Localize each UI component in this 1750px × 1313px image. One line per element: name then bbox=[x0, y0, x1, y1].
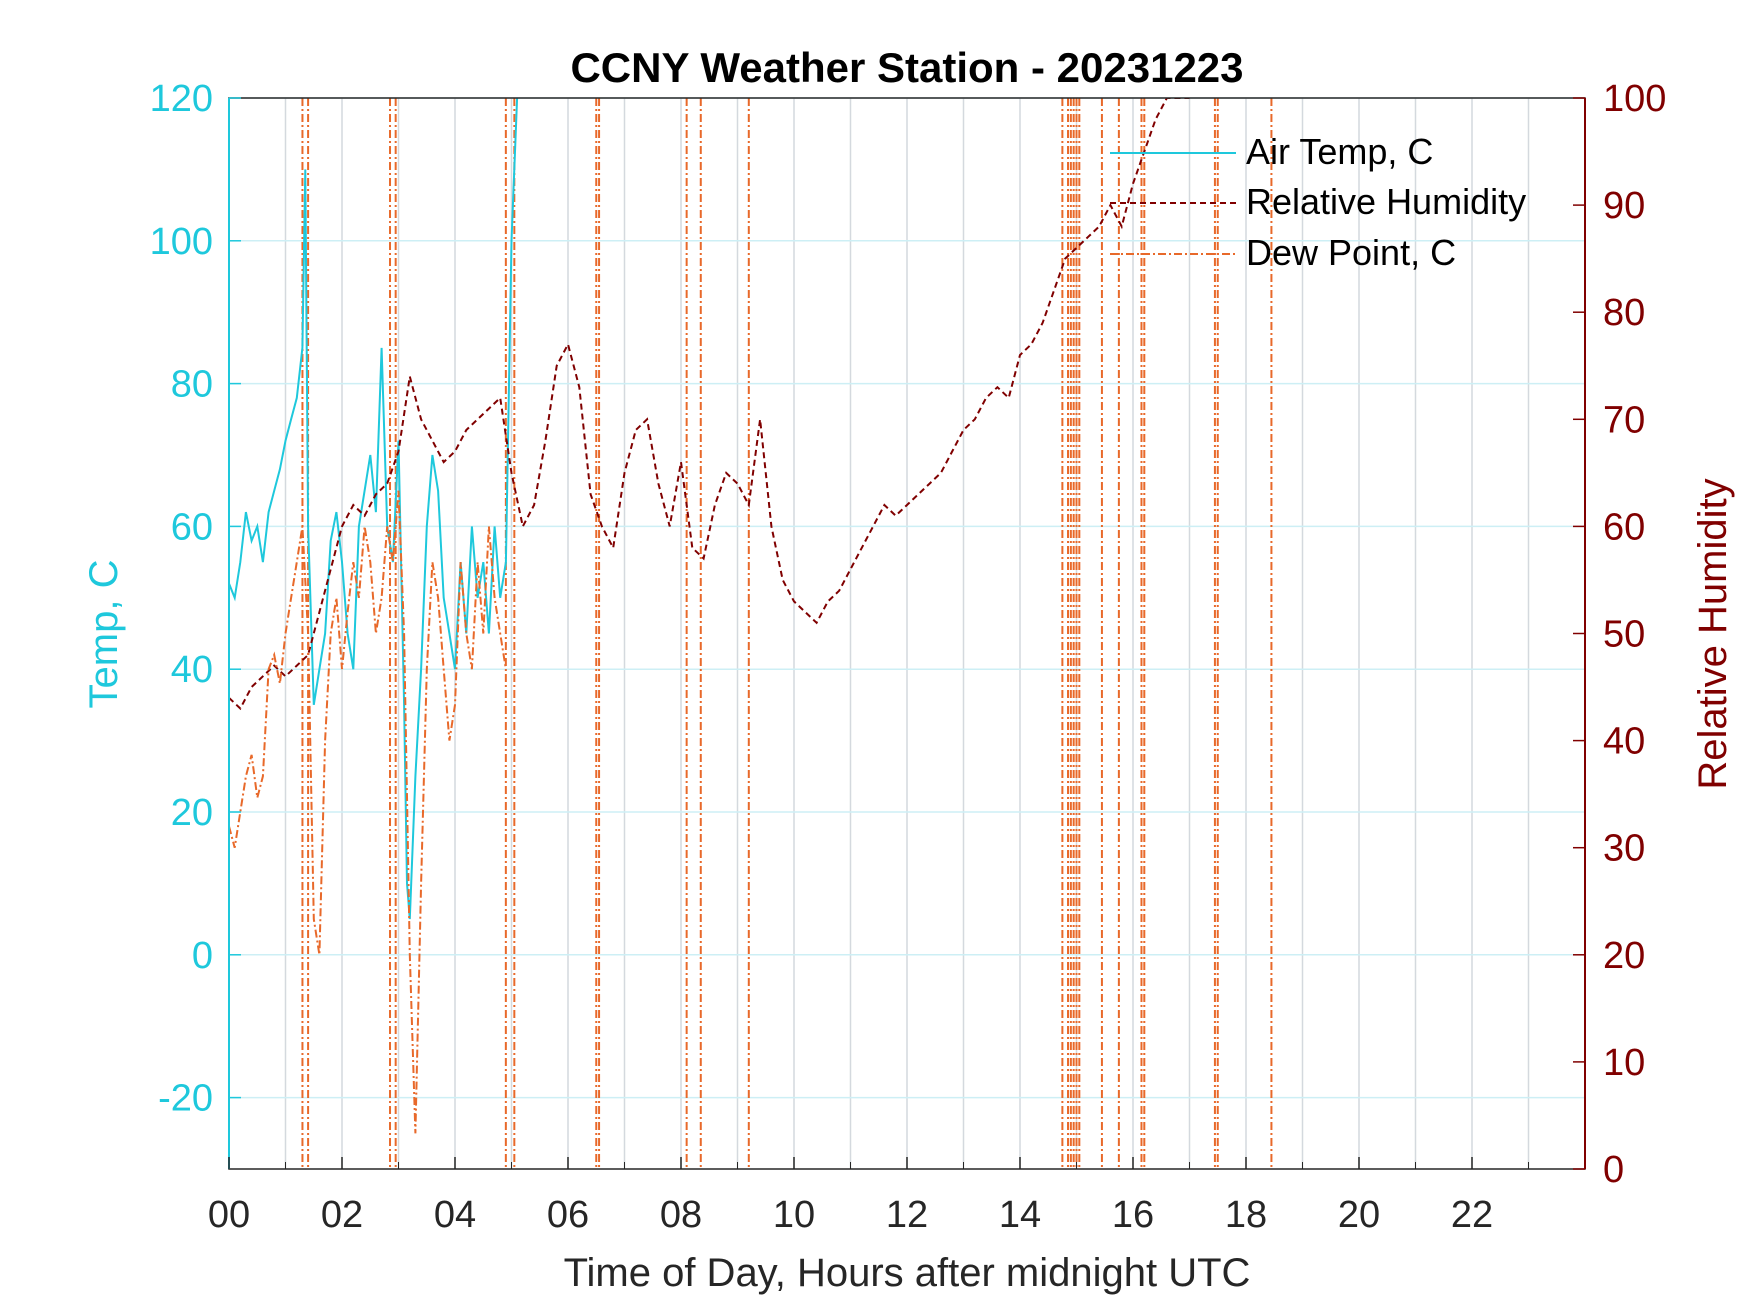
y-left-tick-label: 40 bbox=[171, 649, 213, 691]
y-left-tick-label: 80 bbox=[171, 364, 213, 406]
y-right-tick-label: 80 bbox=[1603, 292, 1645, 334]
legend: Air Temp, C Relative Humidity Dew Point, C bbox=[1110, 131, 1526, 273]
axes: 00 02 04 06 08 10 12 14 16 18 20 22-200204060801001… bbox=[150, 78, 1667, 1236]
grid bbox=[229, 97, 1585, 1169]
y-left-tick-label: 100 bbox=[150, 221, 213, 263]
x-tick-label: 12 bbox=[886, 1194, 928, 1236]
x-tick-label: 04 bbox=[434, 1194, 476, 1236]
x-tick-label: 08 bbox=[660, 1194, 702, 1236]
y-right-tick-label: 10 bbox=[1603, 1042, 1645, 1084]
y-right-tick-label: 40 bbox=[1603, 721, 1645, 763]
y-left-tick-label: 120 bbox=[150, 78, 213, 120]
x-tick-label: 22 bbox=[1451, 1194, 1493, 1236]
series-layer bbox=[229, 98, 1273, 1169]
legend-label: Dew Point, C bbox=[1246, 232, 1456, 273]
y-right-tick-label: 100 bbox=[1603, 78, 1666, 120]
y-axis-right-label: Relative Humidity bbox=[1691, 478, 1735, 789]
y-left-tick-label: -20 bbox=[158, 1078, 213, 1120]
legend-label: Relative Humidity bbox=[1246, 181, 1526, 222]
x-tick-label: 06 bbox=[547, 1194, 589, 1236]
x-tick-label: 00 bbox=[208, 1194, 250, 1236]
y-right-tick-label: 70 bbox=[1603, 399, 1645, 441]
y-left-tick-label: 60 bbox=[171, 506, 213, 548]
y-left-tick-label: 0 bbox=[192, 935, 213, 977]
y-right-tick-label: 50 bbox=[1603, 614, 1645, 656]
series-line-relative-humidity bbox=[229, 98, 1190, 711]
y-right-tick-label: 0 bbox=[1603, 1149, 1624, 1191]
legend-label: Air Temp, C bbox=[1246, 131, 1433, 172]
series-line-air-temp-c bbox=[229, 98, 519, 920]
y-right-tick-label: 60 bbox=[1603, 506, 1645, 548]
x-tick-label: 10 bbox=[773, 1194, 815, 1236]
y-axis-left-label: Temp, C bbox=[82, 560, 126, 709]
x-tick-label: 18 bbox=[1225, 1194, 1267, 1236]
y-right-tick-label: 90 bbox=[1603, 185, 1645, 227]
x-tick-label: 02 bbox=[321, 1194, 363, 1236]
chart-title: CCNY Weather Station - 20231223 bbox=[570, 44, 1243, 91]
y-left-tick-label: 20 bbox=[171, 792, 213, 834]
x-axis-label: Time of Day, Hours after midnight UTC bbox=[564, 1251, 1251, 1295]
series-line-dew-point-c bbox=[229, 490, 507, 1134]
y-right-tick-label: 30 bbox=[1603, 828, 1645, 870]
x-tick-label: 16 bbox=[1112, 1194, 1154, 1236]
x-tick-label: 14 bbox=[999, 1194, 1041, 1236]
y-right-tick-label: 20 bbox=[1603, 935, 1645, 977]
x-tick-label: 20 bbox=[1338, 1194, 1380, 1236]
